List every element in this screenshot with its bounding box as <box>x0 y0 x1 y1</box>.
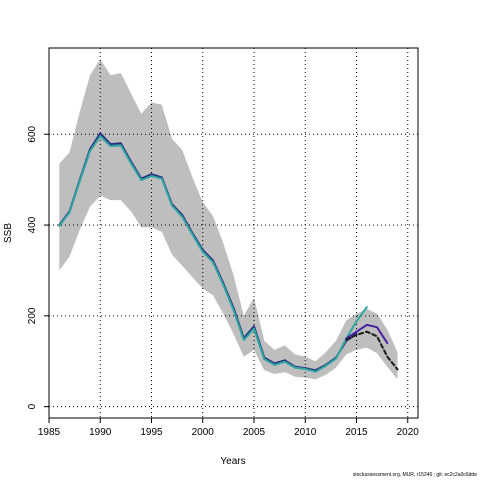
x-tick-label: 2010 <box>294 427 317 438</box>
x-tick-label: 1985 <box>38 427 61 438</box>
x-tick-label: 1990 <box>89 427 112 438</box>
x-tick-label: 2015 <box>345 427 368 438</box>
y-tick-label: 0 <box>27 403 38 409</box>
x-tick-label: 2000 <box>192 427 215 438</box>
series-layer <box>58 132 399 373</box>
y-tick-label: 400 <box>27 216 38 233</box>
x-tick-label: 2020 <box>397 427 420 438</box>
y-tick-label: 200 <box>27 307 38 324</box>
y-axis-title: SSB <box>3 223 14 243</box>
series-line-4 <box>345 330 399 371</box>
x-tick-label: 2005 <box>243 427 266 438</box>
plot-frame <box>48 47 419 419</box>
footnote: stockassessment.org, MUR, r15246 ; git: … <box>352 472 477 478</box>
axes-layer: 1985 1990 1995 2000 2005 2010 2015 2020 0 200 400 6… <box>27 47 420 438</box>
x-tick-label: 1995 <box>140 427 163 438</box>
grid-layer <box>48 48 418 418</box>
confidence-band-layer <box>59 59 398 380</box>
series-line-3 <box>345 323 389 345</box>
y-tick-label: 600 <box>27 125 38 142</box>
confidence-band <box>59 59 398 380</box>
series-line-2 <box>58 135 368 373</box>
x-axis-title: Years <box>220 456 245 467</box>
